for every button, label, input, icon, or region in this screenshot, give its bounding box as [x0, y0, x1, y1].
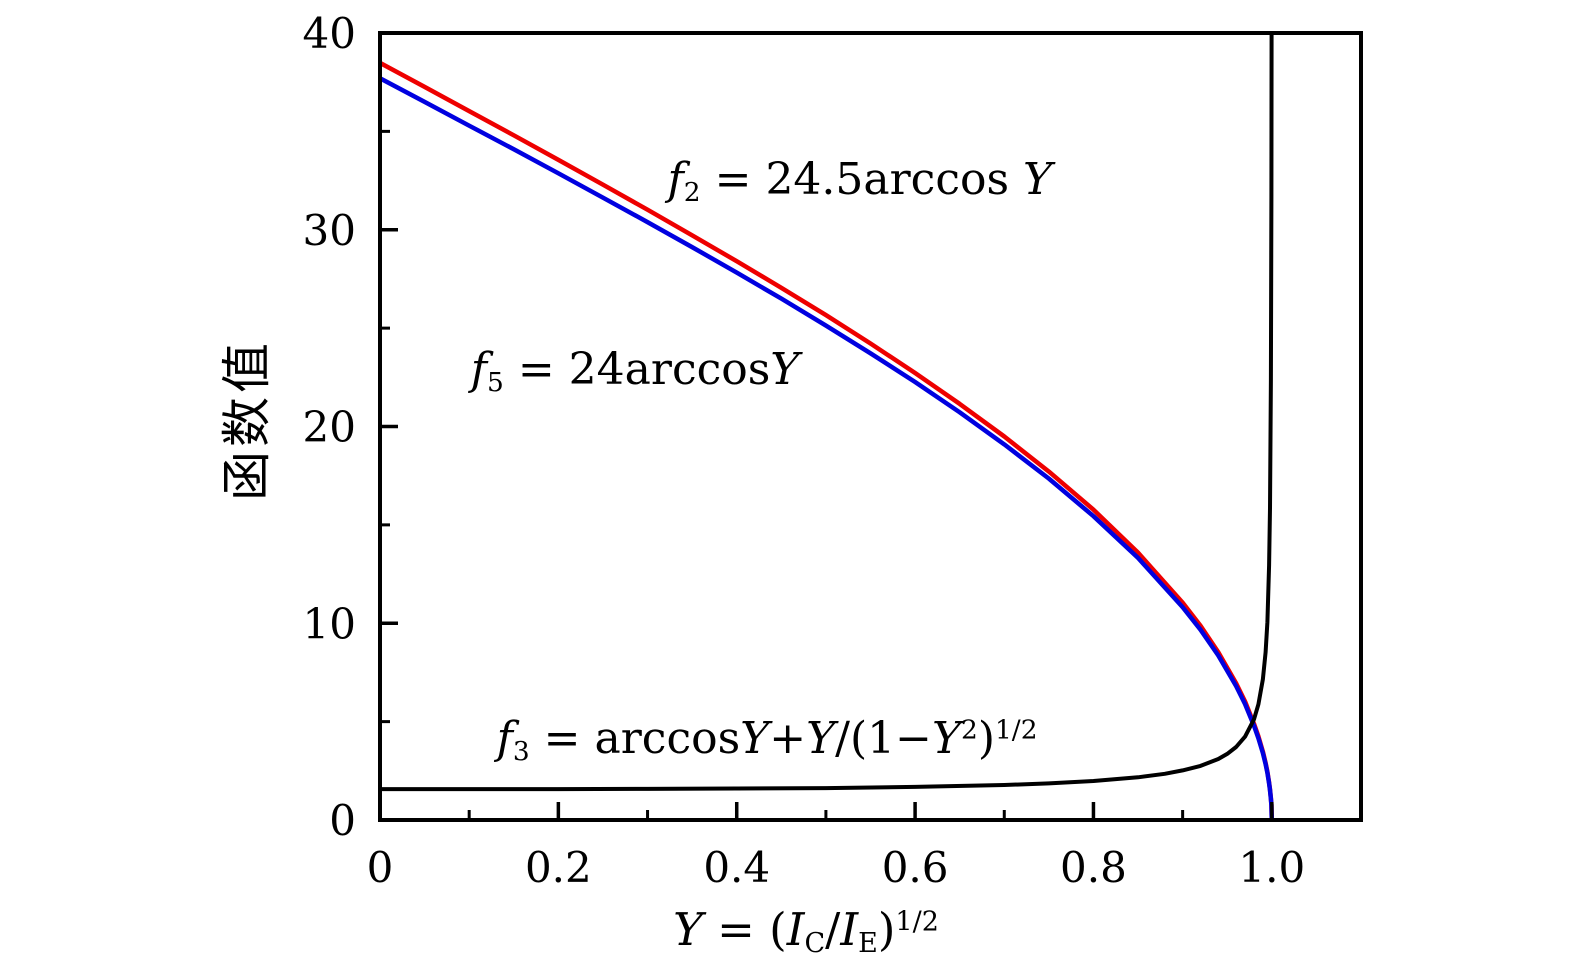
curve-f3: [380, 33, 1274, 792]
curve-f5: [380, 76, 1275, 820]
math-segment: = arccos: [529, 713, 741, 765]
y-tick-label: 10: [303, 599, 356, 648]
y-tick-label: 40: [303, 9, 356, 58]
math-segment: C: [804, 927, 826, 959]
math-segment: = 24arccos: [503, 344, 771, 396]
x-tick-label: 0: [367, 843, 394, 892]
y-tick-label: 20: [303, 403, 356, 452]
math-segment: 2: [683, 176, 701, 208]
math-segment: f: [667, 153, 684, 205]
x-tick-label: 0.6: [882, 843, 949, 892]
plot-frame: [378, 31, 1363, 822]
x-tick-label: 1.0: [1238, 843, 1305, 892]
math-segment: ): [877, 903, 896, 957]
math-segment: Y: [1023, 153, 1053, 205]
math-segment: Y: [740, 713, 770, 765]
math-segment: 1/2: [895, 906, 939, 938]
math-segment: 2: [961, 715, 978, 746]
math-segment: /(1−: [835, 713, 932, 765]
math-segment: Y: [673, 903, 703, 957]
math-segment: 3: [512, 736, 530, 768]
math-segment: +: [769, 713, 807, 765]
math-segment: Y: [806, 713, 836, 765]
x-tick-label: 0.4: [703, 843, 770, 892]
y-tick-label: 30: [303, 206, 356, 255]
y-tick-label: 0: [329, 796, 356, 845]
y-axis-label: 函数值: [218, 339, 276, 501]
math-segment: I: [786, 903, 805, 957]
math-segment: Y: [770, 344, 800, 396]
math-segment: 5: [487, 367, 504, 399]
math-segment: E: [858, 927, 878, 959]
x-tick-label: 0.8: [1060, 843, 1127, 892]
math-segment: f: [496, 713, 513, 765]
math-segment: f: [470, 344, 488, 396]
annotation-f2: f2 = 24.5arccos Y: [668, 154, 1053, 208]
x-axis-label: Y = (IC/IE)1/2: [673, 903, 939, 959]
annotation-f3: f3 = arccosY+Y/(1−Y2)1/2: [497, 714, 1038, 768]
math-segment: Y: [931, 713, 962, 765]
math-segment: I: [840, 903, 859, 957]
math-segment: = (: [702, 903, 787, 957]
math-segment: [1009, 154, 1023, 205]
math-segment: 1/2: [995, 715, 1038, 746]
math-segment: ): [977, 713, 996, 765]
math-segment: = 24.5arccos: [700, 153, 1010, 205]
math-segment: /: [825, 903, 841, 957]
x-tick-label: 0.2: [525, 843, 592, 892]
annotation-f5: f5 = 24arccosY: [471, 345, 800, 399]
